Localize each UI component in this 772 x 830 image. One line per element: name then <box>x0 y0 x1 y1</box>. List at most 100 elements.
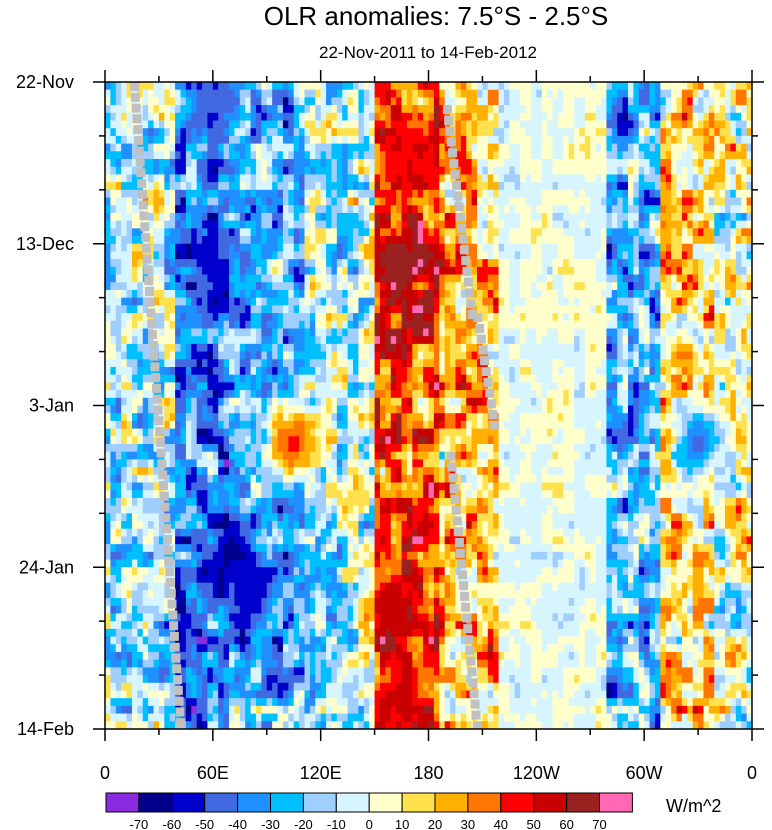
heatmap-cell <box>358 359 365 368</box>
heatmap-cell <box>342 297 349 306</box>
heatmap-cell <box>584 313 591 322</box>
heatmap-cell <box>681 82 688 91</box>
heatmap-cell <box>255 112 262 122</box>
heatmap-cell <box>218 274 225 283</box>
heatmap-cell <box>450 390 457 399</box>
heatmap-cell <box>568 236 575 245</box>
heatmap-cell <box>250 197 257 206</box>
heatmap-cell <box>552 151 559 160</box>
heatmap-cell <box>158 382 165 391</box>
heatmap-cell <box>477 266 484 276</box>
heatmap-cell <box>541 89 548 98</box>
heatmap-cell <box>741 182 748 191</box>
heatmap-cell <box>212 159 219 168</box>
heatmap-cell <box>369 351 376 360</box>
heatmap-cell <box>105 243 111 253</box>
heatmap-cell <box>277 366 284 376</box>
heatmap-cell <box>223 205 230 214</box>
heatmap-cell <box>196 390 203 399</box>
heatmap-cell <box>498 120 505 129</box>
heatmap-cell <box>261 159 268 168</box>
heatmap-cell <box>196 97 203 106</box>
heatmap-cell <box>185 151 192 160</box>
heatmap-cell <box>266 274 273 283</box>
heatmap-cell <box>428 228 435 237</box>
heatmap-cell <box>601 166 608 176</box>
heatmap-cell <box>477 251 484 260</box>
heatmap-cell <box>638 266 645 276</box>
heatmap-cell <box>568 151 575 160</box>
heatmap-cell <box>148 174 155 183</box>
heatmap-cell <box>110 82 117 91</box>
heatmap-cell <box>633 212 640 222</box>
heatmap-cell <box>536 212 543 222</box>
heatmap-cell <box>703 120 710 129</box>
heatmap-cell <box>735 212 742 222</box>
heatmap-cell <box>503 289 510 299</box>
heatmap-cell <box>627 82 634 91</box>
heatmap-cell <box>185 382 192 391</box>
heatmap-cell <box>676 197 683 206</box>
heatmap-cell <box>627 236 634 245</box>
heatmap-cell <box>703 282 710 291</box>
heatmap-cell <box>460 159 467 168</box>
heatmap-cell <box>595 305 602 314</box>
heatmap-cell <box>741 97 748 106</box>
heatmap-cell <box>363 320 370 330</box>
heatmap-cell <box>460 297 467 306</box>
heatmap-cell <box>277 166 284 176</box>
heatmap-cell <box>698 289 705 299</box>
heatmap-cell <box>164 151 171 160</box>
heatmap-cell <box>703 143 710 152</box>
heatmap-cell <box>374 143 381 152</box>
heatmap-cell <box>358 343 365 353</box>
heatmap-cell <box>390 390 397 399</box>
heatmap-cell <box>250 205 257 214</box>
heatmap-cell <box>369 159 376 168</box>
heatmap-cell <box>703 259 710 268</box>
heatmap-cell <box>536 243 543 253</box>
heatmap-cell <box>622 351 629 360</box>
heatmap-cell <box>239 397 246 407</box>
heatmap-cell <box>315 151 322 160</box>
heatmap-cell <box>719 305 726 314</box>
heatmap-cell <box>196 382 203 391</box>
heatmap-cell <box>557 251 564 260</box>
heatmap-cell <box>633 359 640 368</box>
heatmap-cell <box>369 274 376 283</box>
heatmap-cell <box>401 351 408 360</box>
heatmap-cell <box>169 197 176 206</box>
heatmap-cell <box>719 236 726 245</box>
heatmap-cell <box>379 120 386 129</box>
heatmap-cell <box>401 305 408 314</box>
heatmap-cell <box>730 166 737 176</box>
heatmap-cell <box>714 297 721 306</box>
heatmap-cell <box>417 282 424 291</box>
heatmap-cell <box>428 313 435 322</box>
heatmap-cell <box>320 189 327 199</box>
heatmap-cell <box>358 259 365 268</box>
heatmap-cell <box>369 359 376 368</box>
heatmap-cell <box>304 251 311 260</box>
heatmap-cell <box>423 390 430 399</box>
heatmap-cell <box>401 236 408 245</box>
heatmap-cell <box>741 228 748 237</box>
heatmap-cell <box>234 390 241 399</box>
heatmap-cell <box>142 82 149 91</box>
heatmap-cell <box>169 89 176 98</box>
heatmap-cell <box>255 189 262 199</box>
heatmap-cell <box>487 212 494 222</box>
heatmap-cell <box>433 351 440 360</box>
heatmap-cell <box>212 197 219 206</box>
heatmap-cell <box>105 259 111 268</box>
heatmap-cell <box>191 243 198 253</box>
heatmap-cell <box>315 174 322 183</box>
heatmap-cell <box>358 374 365 383</box>
heatmap-cell <box>477 236 484 245</box>
heatmap-cell <box>315 313 322 322</box>
heatmap-cell <box>433 282 440 291</box>
heatmap-cell <box>272 266 279 276</box>
heatmap-cell <box>622 128 629 137</box>
heatmap-cell <box>514 166 521 176</box>
heatmap-cell <box>611 189 618 199</box>
